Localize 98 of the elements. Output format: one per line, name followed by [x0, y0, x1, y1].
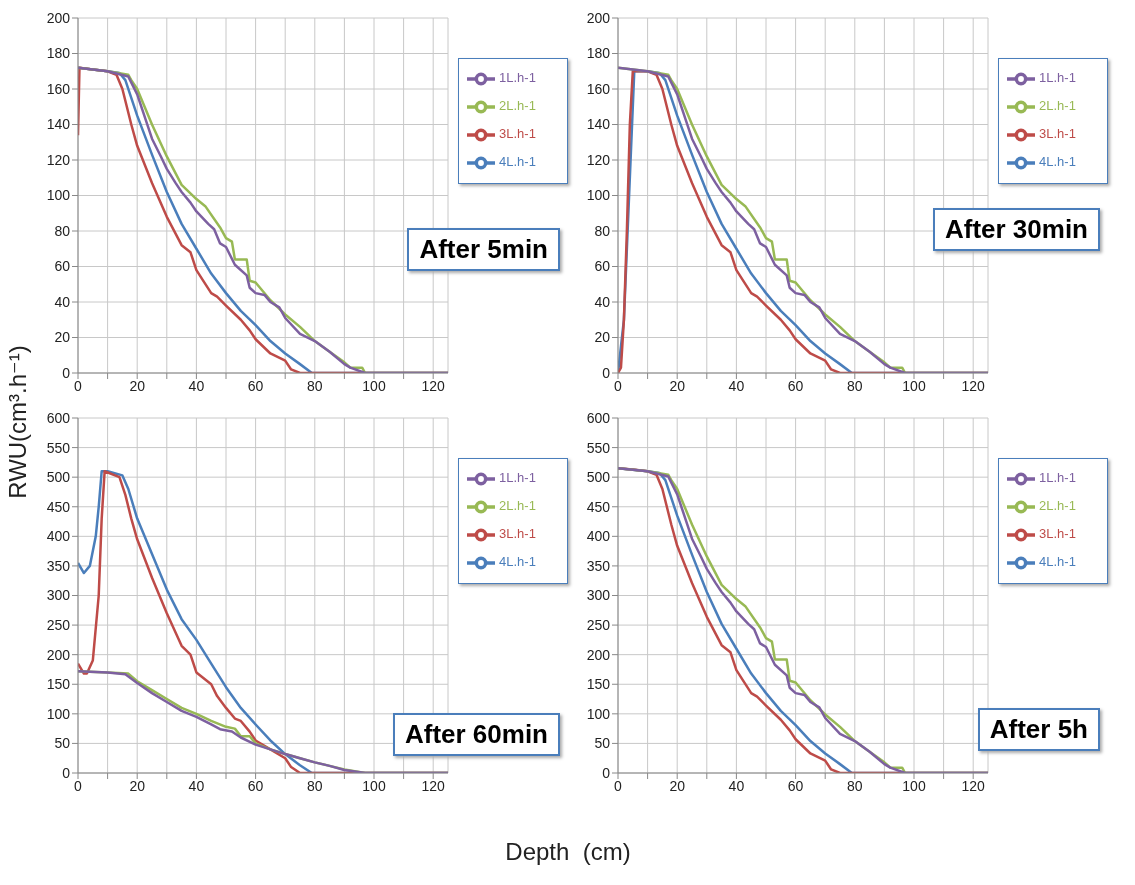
legend-label: 4L.h-1: [499, 154, 536, 170]
y-tick-label: 80: [54, 222, 71, 239]
x-tick-label: 40: [188, 777, 205, 794]
text: After 5h: [977, 708, 1100, 751]
y-tick-label: 350: [586, 557, 611, 574]
y-tick-label: 50: [594, 735, 611, 752]
x-tick-label: 100: [362, 377, 386, 394]
y-tick-label: 450: [46, 498, 71, 515]
x-tick-label: 100: [902, 777, 926, 794]
x-tick-label: 0: [74, 777, 83, 794]
x-tick-label: 120: [961, 377, 986, 394]
y-tick-label: 140: [586, 116, 611, 133]
y-tick-label: 180: [46, 45, 71, 62]
x-tick-label: 60: [787, 777, 804, 794]
y-tick-label: 450: [586, 498, 611, 515]
x-tick-label: 20: [669, 377, 686, 394]
y-tick-label: 60: [594, 258, 611, 275]
y-tick-label: 500: [46, 469, 71, 486]
legend-label: 3L.h-1: [1039, 526, 1076, 542]
legend-label: 3L.h-1: [499, 126, 536, 142]
y-tick-label: 100: [586, 705, 611, 722]
x-tick-label: 60: [787, 377, 804, 394]
x-tick-label: 20: [129, 777, 146, 794]
y-tick-label: 250: [46, 617, 71, 634]
y-tick-label: 0: [602, 764, 611, 781]
x-tick-label: 100: [362, 777, 386, 794]
y-tick-label: 0: [62, 364, 71, 381]
x-tick-label: 60: [247, 377, 264, 394]
legend-label: 1L.h-1: [499, 470, 536, 486]
legend-label: 3L.h-1: [499, 526, 536, 542]
legend-label: 1L.h-1: [1039, 470, 1076, 486]
legend-label: 2L.h-1: [499, 98, 536, 114]
x-tick-label: 120: [961, 777, 986, 794]
x-tick-label: 0: [614, 777, 623, 794]
y-tick-label: 550: [46, 439, 71, 456]
y-tick-label: 160: [586, 80, 611, 97]
y-tick-label: 300: [586, 587, 611, 604]
y-tick-label: 600: [46, 409, 71, 426]
x-axis-title: Depth (cm): [504, 838, 632, 866]
annotation: After 5min: [407, 228, 560, 271]
x-tick-label: 0: [614, 377, 623, 394]
legend-label: 1L.h-1: [499, 70, 536, 86]
legend-label: 2L.h-1: [1039, 98, 1076, 114]
x-tick-label: 40: [188, 377, 205, 394]
y-axis-title: RWU(cm³.h⁻¹): [4, 344, 32, 501]
x-tick-label: 0: [74, 377, 83, 394]
y-tick-label: 100: [46, 705, 71, 722]
y-tick-label: 200: [46, 646, 71, 663]
y-tick-label: 120: [46, 151, 71, 168]
x-tick-label: 100: [902, 377, 926, 394]
y-tick-label: 0: [602, 364, 611, 381]
y-tick-label: 200: [586, 9, 611, 26]
x-tick-label: 80: [847, 377, 863, 394]
y-tick-label: 600: [586, 409, 611, 426]
y-tick-label: 50: [54, 735, 71, 752]
legend-label: 1L.h-1: [1039, 70, 1076, 86]
y-tick-label: 400: [586, 528, 611, 545]
x-tick-label: 80: [307, 377, 323, 394]
legend-label: 4L.h-1: [1039, 154, 1076, 170]
x-tick-label: 120: [421, 777, 446, 794]
y-tick-label: 150: [46, 676, 71, 693]
x-tick-label: 120: [421, 377, 446, 394]
x-tick-label: 40: [728, 377, 745, 394]
y-tick-label: 100: [586, 187, 611, 204]
y-tick-label: 300: [46, 587, 71, 604]
y-tick-label: 120: [586, 151, 611, 168]
legend-label: 3L.h-1: [1039, 126, 1076, 142]
y-tick-label: 40: [54, 293, 71, 310]
y-tick-label: 400: [46, 528, 71, 545]
y-tick-label: 150: [586, 676, 611, 693]
y-tick-label: 350: [46, 557, 71, 574]
y-tick-label: 60: [54, 258, 71, 275]
legend-label: 2L.h-1: [499, 498, 536, 514]
x-tick-label: 40: [728, 777, 745, 794]
x-tick-label: 20: [669, 777, 686, 794]
y-tick-label: 160: [46, 80, 71, 97]
y-tick-label: 250: [586, 617, 611, 634]
y-tick-label: 0: [62, 764, 71, 781]
y-tick-label: 200: [46, 9, 71, 26]
y-tick-label: 80: [594, 222, 611, 239]
x-tick-label: 80: [307, 777, 323, 794]
y-tick-label: 20: [594, 329, 611, 346]
y-tick-label: 200: [586, 646, 611, 663]
x-tick-label: 80: [847, 777, 863, 794]
legend-label: 2L.h-1: [1039, 498, 1076, 514]
y-tick-label: 500: [586, 469, 611, 486]
legend-label: 4L.h-1: [499, 554, 536, 570]
y-tick-label: 20: [54, 329, 71, 346]
y-tick-label: 100: [46, 187, 71, 204]
y-tick-label: 140: [46, 116, 71, 133]
x-tick-label: 60: [247, 777, 264, 794]
annotation: After 60min: [392, 713, 560, 756]
y-tick-label: 550: [586, 439, 611, 456]
y-tick-label: 180: [586, 45, 611, 62]
y-tick-label: 40: [594, 293, 611, 310]
legend-label: 4L.h-1: [1039, 554, 1076, 570]
x-tick-label: 20: [129, 377, 146, 394]
annotation: After 30min: [932, 208, 1100, 251]
